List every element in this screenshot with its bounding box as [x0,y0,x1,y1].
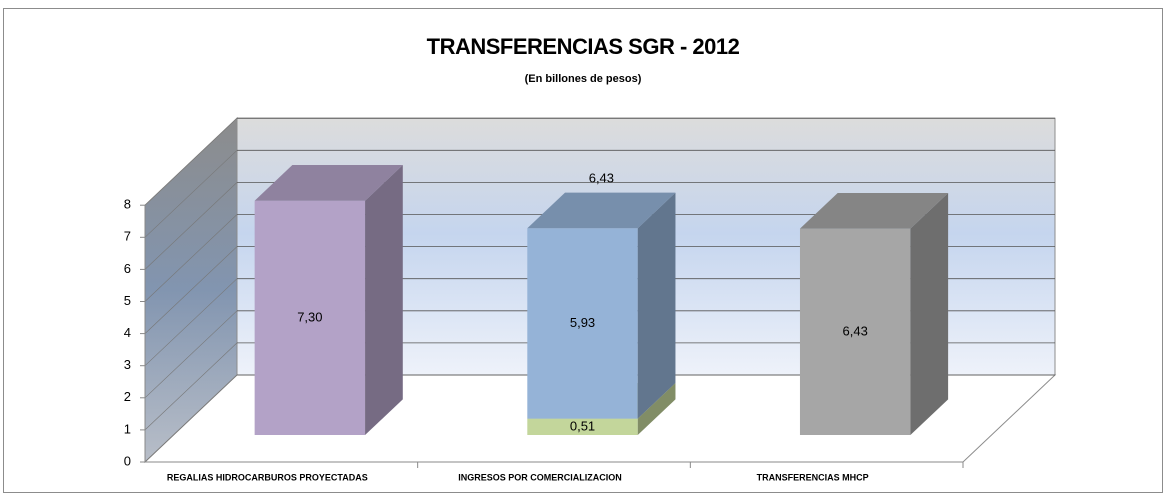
bar-side [910,192,949,436]
value-label: 5,93 [570,315,595,330]
y-tick-label: 5 [124,293,131,308]
bar-front [799,228,911,436]
chart-title: TRANSFERENCIAS SGR - 2012 [427,34,740,59]
side-grid-line [144,214,238,302]
side-grid-line [144,374,238,463]
y-tick-label: 2 [124,389,131,404]
x-tick-label: REGALIAS HIDROCARBUROS PROYECTADAS [167,472,368,482]
bar [527,192,676,419]
bar-side [637,192,676,419]
chart-subtitle: (En billones de pesos) [525,73,642,85]
bar [254,165,403,436]
y-tick-label: 7 [124,229,131,244]
side-grid-line [144,182,238,270]
side-grid-line [144,278,238,366]
side-grid-line [144,150,238,238]
bar-side [637,382,676,436]
bar-top [527,192,676,229]
x-tick-label: TRANSFERENCIAS MHCP [757,472,869,482]
bar-front [254,200,366,436]
value-label: 7,30 [297,309,322,324]
y-tick-label: 3 [124,357,131,372]
bar-top [799,192,949,229]
bar-front [527,418,638,436]
y-tick-label: 8 [124,197,131,212]
total-label: 6,43 [589,170,614,185]
y-tick-label: 6 [124,261,131,276]
bar [799,192,949,436]
y-tick-label: 0 [124,453,131,468]
y-tick-label: 1 [124,421,131,436]
side-grid-line [144,310,238,399]
x-tick-label: INGRESOS POR COMERCIALIZACION [458,472,622,482]
value-label: 0,51 [570,418,595,433]
y-tick-label: 4 [124,325,131,340]
bar-side [365,165,403,436]
bar-front [527,228,638,419]
side-grid-line [144,246,238,334]
bar-top [254,165,403,201]
side-grid-line [144,342,238,431]
side-grid-line [144,117,238,206]
value-label: 6,43 [843,323,868,338]
